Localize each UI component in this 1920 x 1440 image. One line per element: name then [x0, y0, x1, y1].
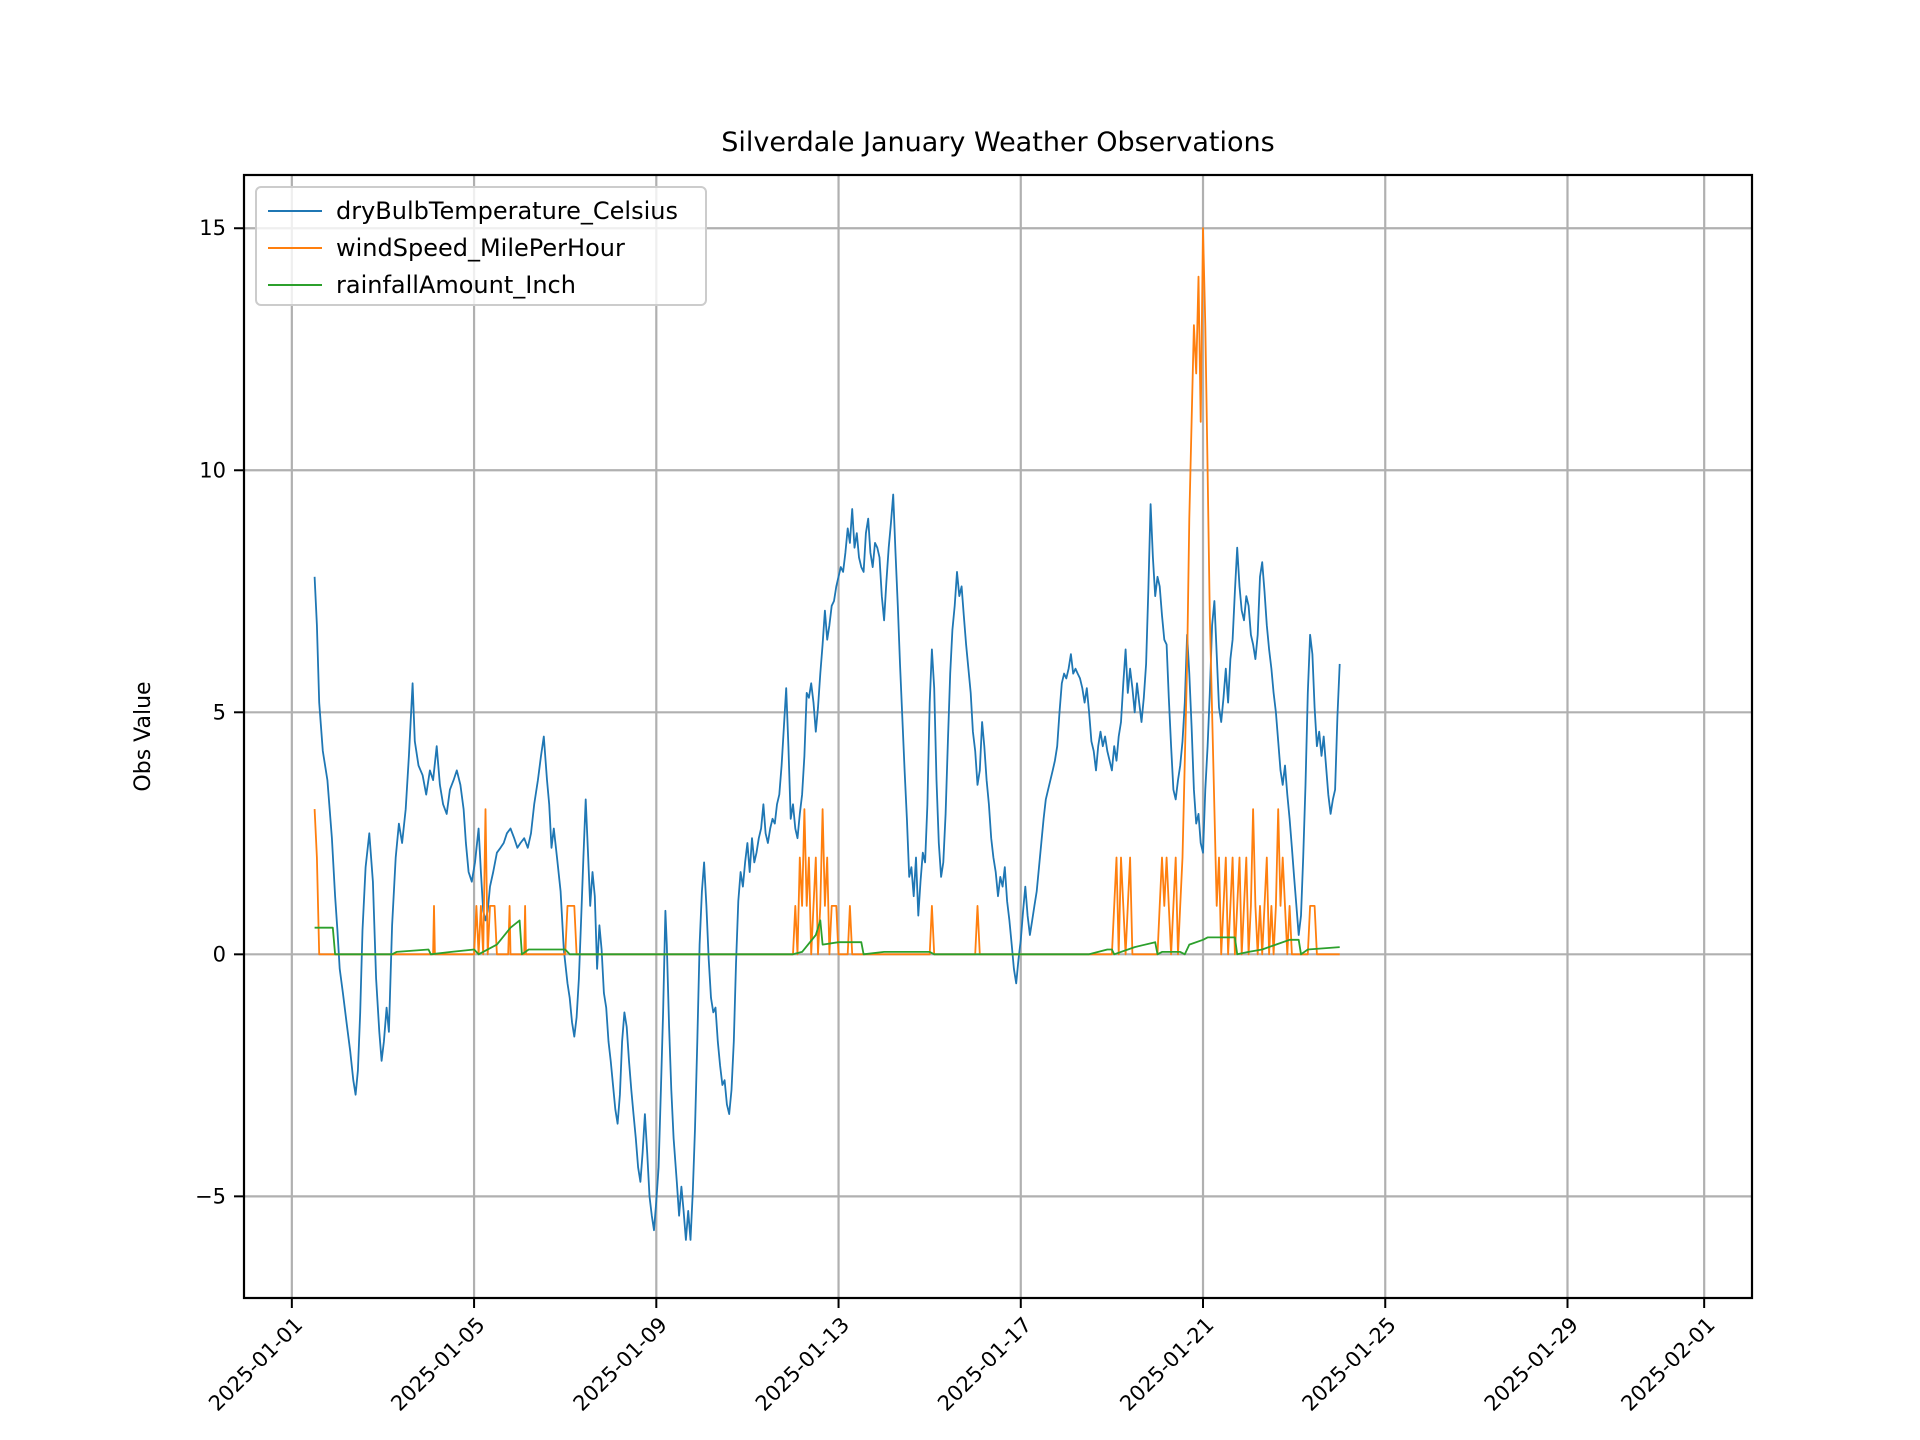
y-axis-label: Obs Value: [131, 681, 156, 791]
legend: dryBulbTemperature_Celsius windSpeed_Mile…: [255, 186, 707, 306]
plot-background: [244, 175, 1752, 1298]
y-tick-label: −5: [195, 1184, 226, 1208]
legend-entry-label: windSpeed_MilePerHour: [336, 234, 625, 262]
y-tick-label: 10: [199, 458, 226, 482]
legend-entry-label: rainfallAmount_Inch: [336, 271, 576, 299]
y-tick-label: 0: [213, 942, 226, 966]
plot-frame: [242, 173, 1754, 1300]
chart-title: Silverdale January Weather Observations: [721, 127, 1274, 158]
y-tick-label: 5: [213, 700, 226, 724]
plot-area: 2025-01-01 2025-01-05 2025-01-09 2025-01-13…: [195, 173, 1754, 1416]
legend-frame: [255, 186, 707, 306]
series-line-0: [313, 493, 1341, 1241]
series-line-2: [314, 919, 1340, 956]
legend-entry-label: dryBulbTemperature_Celsius: [336, 197, 678, 225]
y-tick-label: 15: [199, 216, 226, 240]
